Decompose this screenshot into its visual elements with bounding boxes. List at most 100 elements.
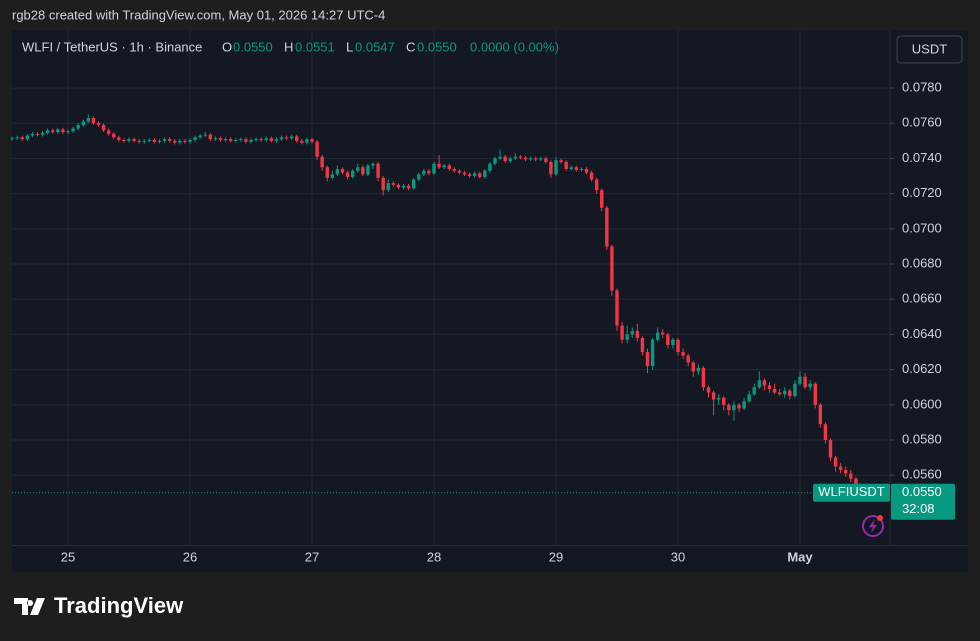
candle-body: [523, 157, 528, 160]
candle-body: [274, 139, 279, 141]
candle-body: [447, 165, 451, 170]
candle-body: [828, 440, 833, 458]
candle-body: [701, 367, 706, 388]
grid: [12, 30, 894, 546]
candle-body: [157, 140, 162, 142]
candle-body: [600, 190, 604, 208]
candle-body: [574, 167, 579, 170]
candle-body: [188, 139, 192, 142]
candle-body: [645, 352, 650, 367]
candle-body: [528, 158, 533, 160]
logo-text[interactable]: TradingView: [54, 593, 184, 618]
candle-body: [462, 172, 467, 175]
last-price-label: 0.0550: [902, 484, 942, 499]
chart-pane: [12, 30, 968, 572]
candle-body: [483, 170, 487, 177]
candle-body: [493, 158, 497, 164]
candle-body: [457, 170, 462, 173]
candle-body: [737, 404, 741, 409]
symbol-tag-label: WLFIUSDT: [818, 484, 885, 499]
candle-body: [30, 133, 35, 136]
low-value: 0.0547: [355, 39, 395, 54]
y-tick-label: 0.0640: [902, 326, 942, 341]
candle-body: [539, 158, 543, 160]
candle-body: [452, 169, 457, 171]
candle-body: [96, 123, 101, 126]
candle-body: [696, 367, 701, 372]
logo[interactable]: TradingView: [14, 593, 184, 618]
candle-body: [655, 332, 660, 340]
candle-body: [228, 139, 233, 141]
candle-body: [152, 139, 157, 142]
alert-icon-bolt[interactable]: [869, 519, 877, 533]
candle-body: [788, 390, 792, 397]
candle-body: [681, 352, 685, 356]
y-tick-label: 0.0600: [902, 396, 942, 411]
candle-body: [218, 138, 223, 140]
candle-body: [691, 362, 695, 372]
x-tick-label: 28: [427, 549, 441, 564]
candle-body: [345, 172, 350, 177]
y-tick-label: 0.0760: [902, 115, 942, 130]
currency-button[interactable]: [896, 35, 963, 64]
candle-body: [777, 392, 782, 395]
candle-body: [178, 140, 182, 143]
candle-body: [615, 290, 619, 326]
candle-body: [564, 161, 568, 170]
candle-body: [173, 140, 177, 143]
candle-body: [716, 397, 721, 400]
candle-body: [396, 184, 401, 188]
alert-icon-dot[interactable]: [877, 515, 883, 521]
candle-body: [671, 339, 675, 345]
candle-body: [498, 156, 502, 159]
candle-body: [594, 179, 599, 191]
candle-body: [808, 383, 812, 388]
candle-body: [66, 131, 70, 133]
candle-body: [732, 404, 736, 411]
candle-body: [371, 163, 375, 166]
candle-body: [300, 140, 304, 143]
candle-body: [818, 404, 823, 425]
candle-body: [137, 140, 141, 142]
candle-body: [305, 139, 309, 143]
candle-body: [640, 337, 645, 353]
candle-body: [376, 163, 380, 178]
alert-icon-ring[interactable]: [862, 515, 884, 537]
close-label: C: [406, 39, 415, 54]
y-tick-label: 0.0700: [902, 220, 942, 235]
candle-body: [798, 376, 802, 384]
candle-body: [25, 135, 30, 140]
candle-body: [854, 478, 858, 488]
candle-body: [676, 339, 680, 353]
alert-icon[interactable]: [862, 515, 884, 537]
candle-body: [223, 139, 228, 141]
candle-body: [325, 167, 329, 178]
candles: [10, 114, 868, 499]
candle-body: [259, 139, 263, 141]
candle-body: [310, 139, 314, 142]
candle-body: [625, 334, 629, 340]
close-value: 0.0550: [417, 39, 457, 54]
candle-body: [620, 325, 624, 340]
candle-body: [106, 130, 111, 134]
symbol: WLFI / TetherUS · 1h · Binance: [22, 39, 202, 54]
candle-body: [823, 424, 828, 441]
y-tick-label: 0.0580: [902, 431, 942, 446]
candle-body: [635, 330, 640, 338]
candle-body: [554, 160, 558, 175]
candle-body: [295, 136, 299, 141]
legend: WLFI / TetherUS · 1h · Binance O 0.0550 …: [22, 39, 559, 54]
logo-mark[interactable]: [14, 598, 45, 615]
candle-body: [742, 401, 746, 409]
y-tick-label: 0.0740: [902, 150, 942, 165]
candle-body: [61, 129, 65, 133]
symbol-tag: [813, 483, 890, 502]
high-value: 0.0551: [295, 39, 335, 54]
candle-body: [610, 246, 614, 291]
x-tick-label: 26: [183, 549, 197, 564]
candle-body: [335, 169, 340, 175]
candle-body: [422, 170, 426, 175]
currency-button-label[interactable]: USDT: [912, 41, 947, 56]
